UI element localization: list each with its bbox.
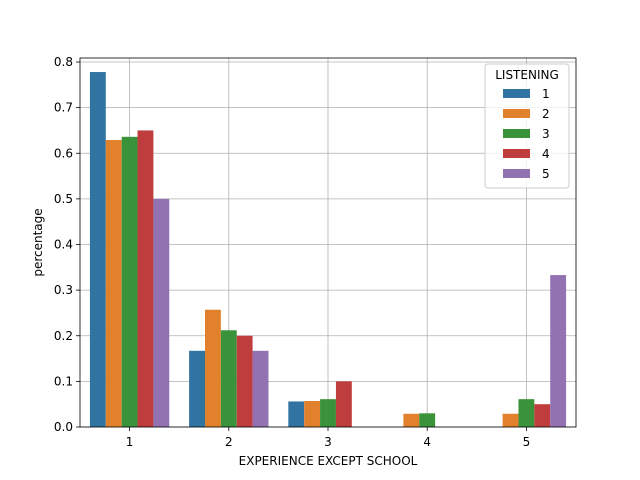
bar-series-4-cat-2 <box>236 335 253 427</box>
legend-label-4: 4 <box>542 147 550 161</box>
bar-series-5-cat-5 <box>550 275 567 427</box>
bar-series-1-cat-2 <box>189 350 205 427</box>
y-tick-label: 0.8 <box>54 55 73 69</box>
bar-series-4-cat-1 <box>137 130 154 427</box>
bar-series-1-cat-1 <box>89 72 106 427</box>
bars <box>89 72 567 428</box>
legend-label-3: 3 <box>542 127 550 141</box>
x-tick-label: 5 <box>523 435 531 449</box>
legend-entries: 1 2 3 4 5 <box>503 87 550 181</box>
y-tick-label: 0.2 <box>54 329 73 343</box>
bar-series-2-cat-4 <box>403 413 420 427</box>
x-tick-label: 4 <box>423 435 431 449</box>
bar-series-4-cat-3 <box>335 381 352 427</box>
y-tick-label: 0.5 <box>54 192 73 206</box>
bar-series-5-cat-2 <box>252 350 269 427</box>
y-tick-label: 0.6 <box>54 146 73 160</box>
bar-series-2-cat-5 <box>502 413 519 427</box>
bar-series-3-cat-4 <box>419 413 436 427</box>
legend-title: LISTENING <box>495 68 559 82</box>
y-tick-label: 0.0 <box>54 420 73 434</box>
legend-swatch-4 <box>503 149 530 158</box>
x-tick-label: 2 <box>225 435 233 449</box>
legend-label-2: 2 <box>542 107 550 121</box>
bar-series-4-cat-5 <box>534 404 551 427</box>
y-axis-title: percentage <box>31 208 45 276</box>
legend-label-1: 1 <box>542 87 550 101</box>
bar-series-2-cat-1 <box>105 140 122 428</box>
legend-label-5: 5 <box>542 167 550 181</box>
x-tick-label: 3 <box>324 435 332 449</box>
bar-series-5-cat-1 <box>153 198 170 427</box>
y-tick-label: 0.4 <box>54 238 73 252</box>
bar-series-3-cat-2 <box>220 330 237 427</box>
legend-swatch-3 <box>503 129 530 138</box>
bar-series-3-cat-1 <box>121 136 138 427</box>
y-tick-label: 0.1 <box>54 374 73 388</box>
bar-series-2-cat-3 <box>304 400 321 427</box>
bar-series-1-cat-3 <box>288 401 305 427</box>
legend-swatch-1 <box>503 89 530 98</box>
x-tick-label: 1 <box>126 435 134 449</box>
bar-series-3-cat-5 <box>518 399 535 427</box>
bar-series-2-cat-2 <box>204 309 221 427</box>
ticks: 0.0 0.1 0.2 0.3 0.4 0.5 0.6 0.7 0.8 1 2 3 4 5 <box>54 55 530 449</box>
y-tick-label: 0.7 <box>54 101 73 115</box>
legend-swatch-2 <box>503 109 530 118</box>
x-axis-title: EXPERIENCE EXCEPT SCHOOL <box>239 454 418 468</box>
bar-series-3-cat-3 <box>320 399 336 427</box>
legend: LISTENING 1 2 3 4 5 <box>484 63 570 189</box>
y-tick-label: 0.3 <box>54 283 73 297</box>
legend-swatch-5 <box>503 169 530 178</box>
